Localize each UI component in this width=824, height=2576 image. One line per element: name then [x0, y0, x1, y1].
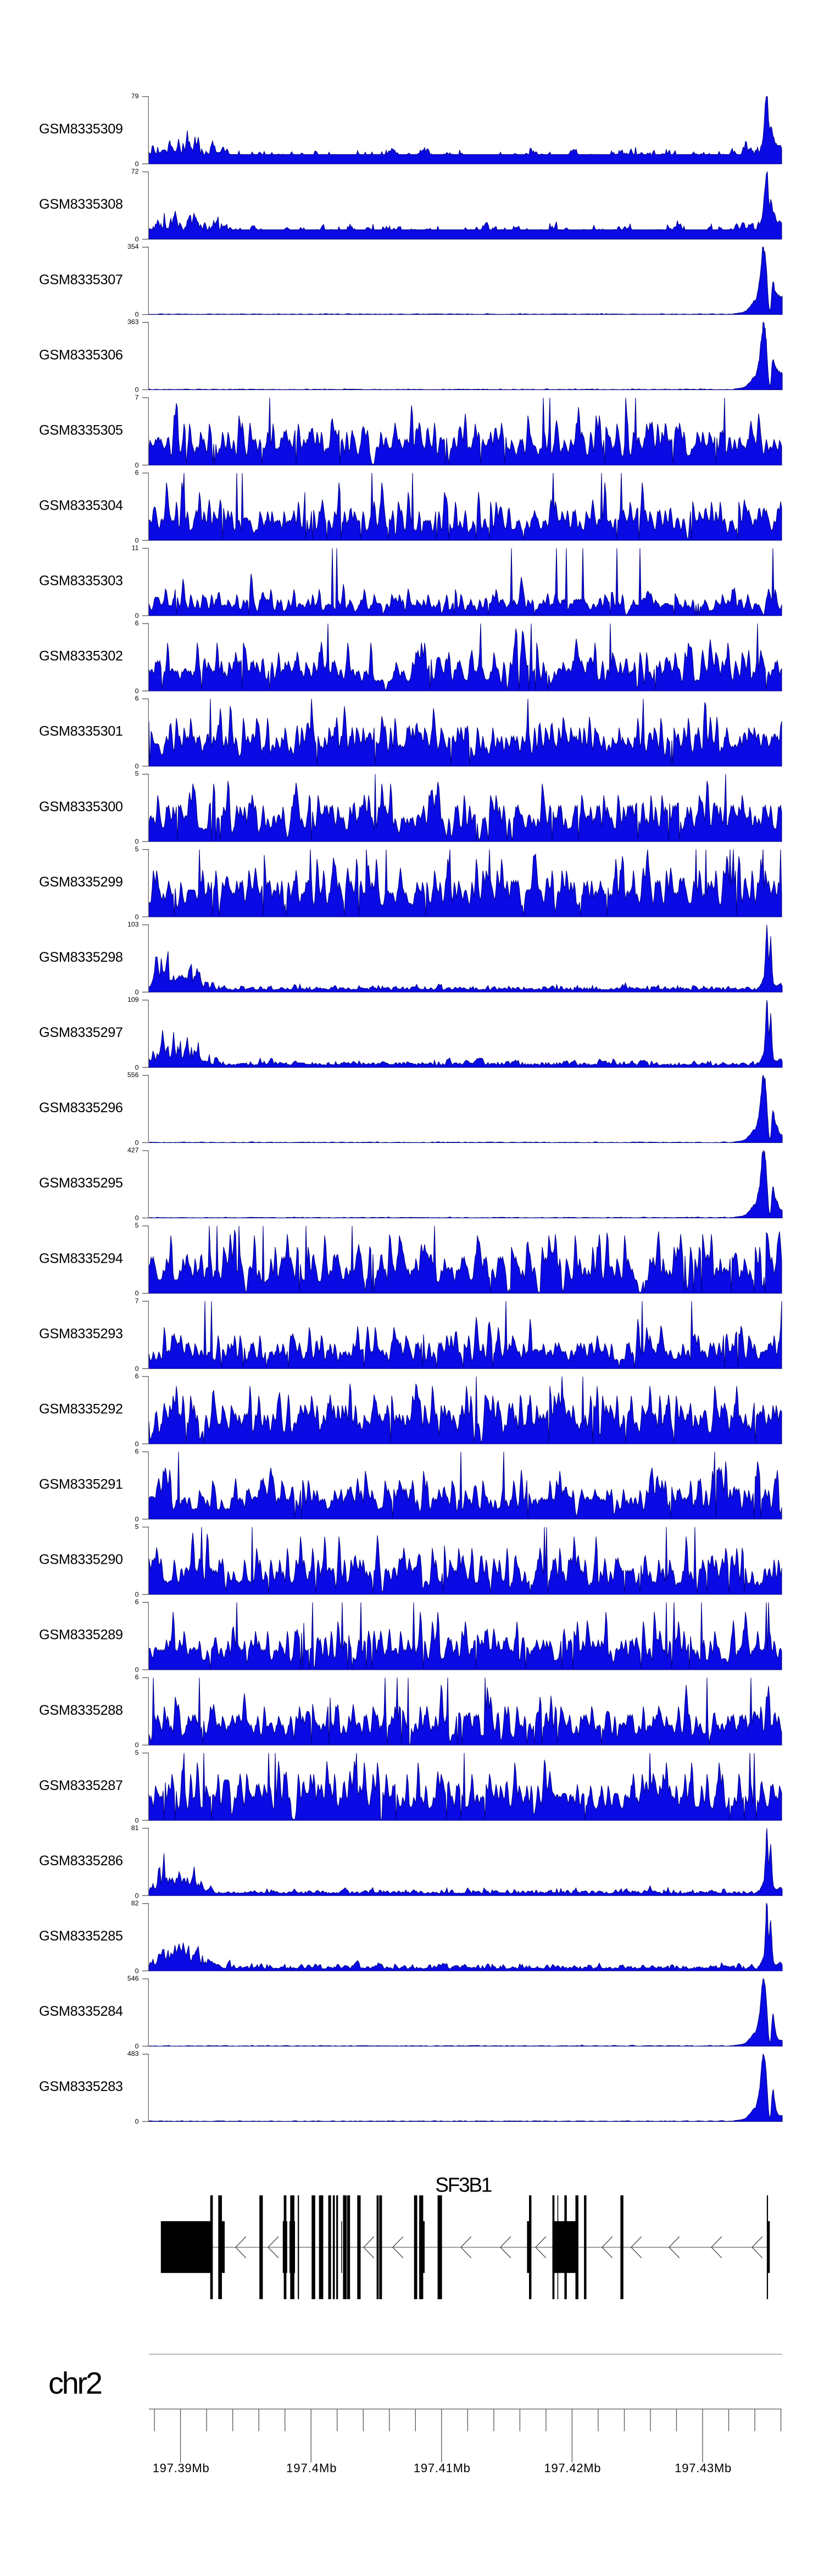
svg-text:7: 7 [135, 1297, 139, 1304]
svg-text:0: 0 [135, 1139, 139, 1147]
svg-text:5: 5 [135, 1523, 139, 1531]
svg-text:5: 5 [135, 845, 139, 853]
svg-text:0: 0 [135, 386, 139, 394]
svg-text:6: 6 [135, 695, 139, 702]
svg-text:0: 0 [135, 2118, 139, 2126]
svg-text:GSM8335283: GSM8335283 [39, 2079, 123, 2094]
svg-text:0: 0 [135, 612, 139, 620]
svg-text:363: 363 [127, 318, 139, 326]
svg-text:0: 0 [135, 1967, 139, 1975]
svg-text:103: 103 [127, 921, 139, 928]
svg-text:0: 0 [135, 537, 139, 544]
svg-text:0: 0 [135, 1064, 139, 1072]
svg-text:0: 0 [135, 1365, 139, 1373]
svg-text:GSM8335289: GSM8335289 [39, 1627, 123, 1643]
svg-text:546: 546 [127, 1975, 139, 1982]
svg-text:197.39Mb: 197.39Mb [153, 2461, 209, 2475]
svg-text:82: 82 [131, 1899, 139, 1907]
svg-text:0: 0 [135, 1666, 139, 1674]
svg-text:GSM8335302: GSM8335302 [39, 649, 123, 664]
svg-text:197.41Mb: 197.41Mb [414, 2461, 470, 2475]
svg-text:81: 81 [131, 1824, 139, 1832]
svg-text:0: 0 [135, 2043, 139, 2050]
svg-text:109: 109 [127, 996, 139, 1003]
svg-text:chr2: chr2 [48, 2366, 103, 2400]
svg-text:0: 0 [135, 236, 139, 243]
svg-text:6: 6 [135, 620, 139, 627]
svg-text:0: 0 [135, 687, 139, 695]
svg-text:GSM8335308: GSM8335308 [39, 197, 123, 212]
svg-text:72: 72 [131, 168, 139, 175]
svg-text:GSM8335296: GSM8335296 [39, 1100, 123, 1116]
svg-text:197.43Mb: 197.43Mb [675, 2461, 731, 2475]
svg-text:GSM8335290: GSM8335290 [39, 1552, 123, 1568]
svg-text:GSM8335301: GSM8335301 [39, 724, 123, 739]
svg-text:GSM8335303: GSM8335303 [39, 573, 123, 589]
svg-text:GSM8335297: GSM8335297 [39, 1025, 123, 1040]
svg-text:6: 6 [135, 1674, 139, 1681]
svg-text:11: 11 [132, 544, 139, 552]
svg-text:0: 0 [135, 1892, 139, 1899]
svg-text:GSM8335286: GSM8335286 [39, 1853, 123, 1869]
svg-text:GSM8335285: GSM8335285 [39, 1928, 123, 1944]
svg-text:0: 0 [135, 762, 139, 770]
svg-text:0: 0 [135, 1816, 139, 1824]
svg-text:197.4Mb: 197.4Mb [286, 2461, 337, 2475]
svg-text:6: 6 [135, 1598, 139, 1606]
svg-text:197.42Mb: 197.42Mb [544, 2461, 601, 2475]
svg-text:5: 5 [135, 1749, 139, 1757]
svg-text:0: 0 [135, 1214, 139, 1222]
svg-text:354: 354 [127, 243, 139, 250]
svg-text:GSM8335294: GSM8335294 [39, 1251, 123, 1266]
svg-text:0: 0 [135, 311, 139, 319]
svg-text:0: 0 [135, 461, 139, 469]
svg-text:5: 5 [135, 1222, 139, 1229]
svg-text:7: 7 [135, 393, 139, 401]
svg-text:0: 0 [135, 913, 139, 921]
svg-text:6: 6 [135, 469, 139, 476]
svg-text:0: 0 [135, 838, 139, 845]
svg-text:GSM8335306: GSM8335306 [39, 347, 123, 363]
svg-text:GSM8335288: GSM8335288 [39, 1703, 123, 1718]
svg-text:556: 556 [127, 1071, 139, 1079]
svg-text:0: 0 [135, 988, 139, 996]
svg-text:0: 0 [135, 1741, 139, 1749]
svg-text:483: 483 [127, 2050, 139, 2058]
svg-text:GSM8335293: GSM8335293 [39, 1326, 123, 1341]
svg-text:6: 6 [135, 1447, 139, 1455]
svg-text:SF3B1: SF3B1 [435, 2174, 492, 2196]
svg-text:GSM8335304: GSM8335304 [39, 498, 123, 514]
svg-text:79: 79 [131, 92, 139, 100]
svg-text:0: 0 [135, 1290, 139, 1297]
svg-text:427: 427 [127, 1146, 139, 1154]
svg-text:0: 0 [135, 1440, 139, 1448]
svg-text:GSM8335287: GSM8335287 [39, 1778, 123, 1793]
svg-text:GSM8335291: GSM8335291 [39, 1477, 123, 1492]
svg-text:GSM8335295: GSM8335295 [39, 1175, 123, 1191]
svg-text:6: 6 [135, 1372, 139, 1380]
svg-text:GSM8335300: GSM8335300 [39, 799, 123, 815]
svg-text:0: 0 [135, 1591, 139, 1598]
svg-text:GSM8335299: GSM8335299 [39, 874, 123, 890]
svg-text:0: 0 [135, 1515, 139, 1523]
svg-text:GSM8335292: GSM8335292 [39, 1402, 123, 1417]
svg-text:5: 5 [135, 770, 139, 778]
svg-text:GSM8335307: GSM8335307 [39, 272, 123, 287]
svg-text:GSM8335298: GSM8335298 [39, 950, 123, 965]
svg-text:0: 0 [135, 160, 139, 168]
svg-text:GSM8335305: GSM8335305 [39, 422, 123, 438]
svg-text:GSM8335284: GSM8335284 [39, 2004, 123, 2019]
svg-text:GSM8335309: GSM8335309 [39, 121, 123, 137]
